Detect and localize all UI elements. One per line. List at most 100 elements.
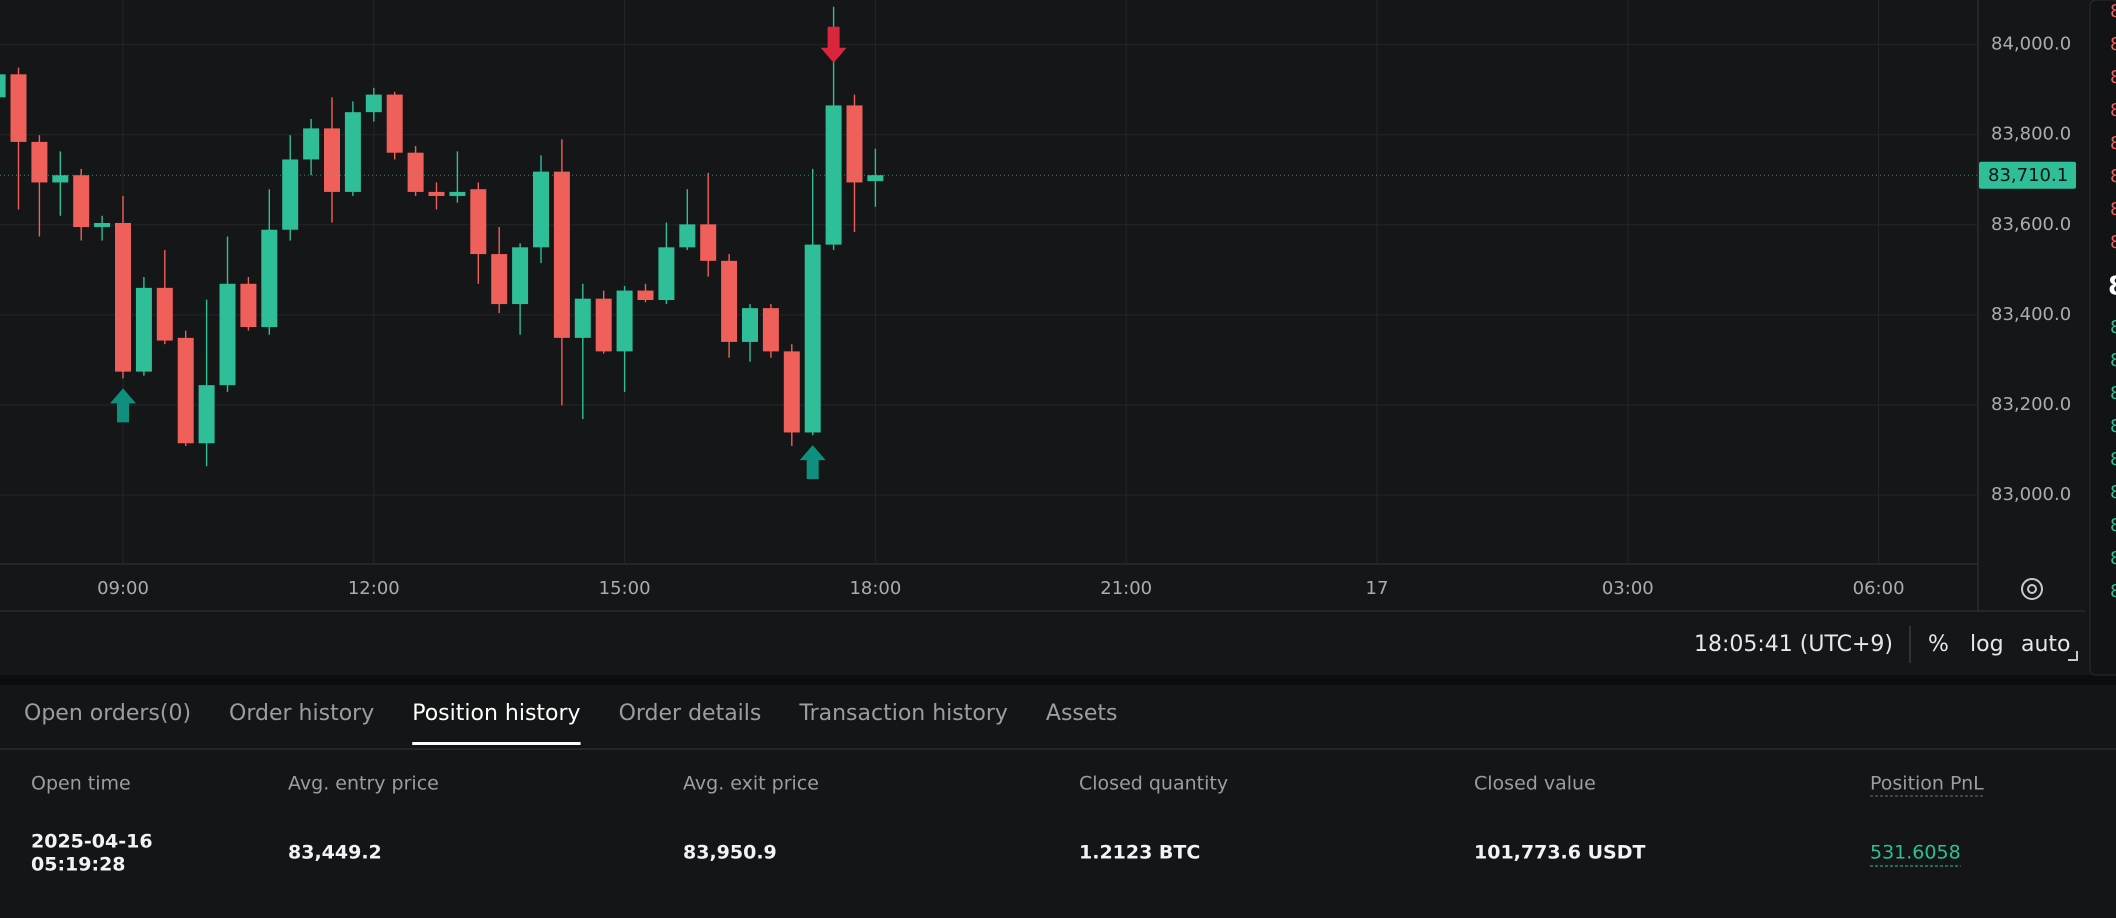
resize-handle[interactable] <box>2068 651 2078 661</box>
candle-body <box>10 74 27 142</box>
buy-marker <box>799 445 826 480</box>
column-header: Avg. exit price <box>683 773 819 795</box>
x-tick-label: 18:00 <box>849 578 901 599</box>
x-tick-label: 21:00 <box>1100 578 1152 599</box>
x-tick-label: 15:00 <box>599 578 651 599</box>
ask-price: 8 <box>2110 166 2116 187</box>
bid-price: 8 <box>2110 515 2116 536</box>
tab[interactable]: Order details <box>619 701 762 726</box>
candle-body <box>825 105 842 245</box>
candle-body <box>470 189 487 255</box>
y-tick-label: 83,200.0 <box>1991 394 2071 415</box>
candle-body <box>449 191 466 196</box>
candle-body <box>73 175 90 228</box>
ask-price: 8 <box>2110 1 2116 22</box>
candle-body <box>762 308 779 352</box>
y-tick-label: 83,600.0 <box>1991 214 2071 235</box>
ask-price: 8 <box>2110 34 2116 55</box>
candle-body <box>616 290 633 352</box>
clock: 18:05:41 (UTC+9) <box>1694 632 1893 657</box>
tab[interactable]: Assets <box>1046 701 1118 726</box>
candle-body <box>198 385 215 444</box>
candle-body <box>386 94 403 153</box>
cell-line: 05:19:28 <box>31 854 126 876</box>
y-tick-label: 83,400.0 <box>1991 304 2071 325</box>
cell: 1.2123 BTC <box>1079 842 1200 864</box>
candle-body <box>31 141 48 183</box>
candle-body <box>574 298 591 338</box>
candle-body <box>700 224 717 261</box>
y-tick-label: 84,000.0 <box>1991 34 2071 55</box>
candle-body <box>783 351 800 433</box>
tab[interactable]: Order history <box>229 701 374 726</box>
candle-body <box>261 229 278 328</box>
candle-body <box>344 112 361 192</box>
candle-body <box>721 260 738 342</box>
gear-outline[interactable] <box>2021 578 2043 600</box>
candle-body <box>512 247 529 305</box>
sell-marker <box>820 26 847 63</box>
order-book-panel <box>2089 0 2116 676</box>
candle-body <box>177 337 194 444</box>
x-tick-label: 09:00 <box>97 578 149 599</box>
candle-body <box>407 152 424 192</box>
buy-marker <box>110 388 136 423</box>
column-header: Avg. entry price <box>288 773 439 795</box>
bid-price: 8 <box>2110 350 2116 371</box>
ask-price: 8 <box>2110 199 2116 220</box>
cell: 101,773.6 USDT <box>1474 842 1645 864</box>
candle-body <box>240 283 257 328</box>
mid-price: 8 <box>2108 272 2116 302</box>
candle-body <box>428 191 445 196</box>
panel-gap <box>0 675 2116 685</box>
gear-center[interactable] <box>2027 584 2037 594</box>
bid-price: 8 <box>2110 317 2116 338</box>
x-tick-label: 17 <box>1366 578 1389 599</box>
candle-body <box>679 224 696 248</box>
candle-body <box>135 287 152 372</box>
candle-body <box>219 283 236 386</box>
bid-price: 8 <box>2110 416 2116 437</box>
tab[interactable]: Position history <box>412 701 580 726</box>
last-price-box <box>1979 161 2076 189</box>
x-tick-label: 03:00 <box>1602 578 1654 599</box>
candle-body <box>658 247 675 301</box>
candle-body <box>52 175 69 183</box>
candle-body <box>282 159 299 230</box>
settings-icon[interactable] <box>2021 578 2043 600</box>
toolbar-button[interactable]: log <box>1970 632 2004 657</box>
tab[interactable]: Open orders(0) <box>24 701 191 726</box>
candle-body <box>867 175 884 182</box>
y-tick-label: 83,000.0 <box>1991 484 2071 505</box>
cell-line: 2025-04-16 <box>31 831 153 853</box>
candle-body <box>0 74 6 98</box>
ask-price: 8 <box>2110 133 2116 154</box>
bottom-panel <box>0 685 2116 918</box>
ask-price: 8 <box>2110 67 2116 88</box>
bid-price: 8 <box>2110 482 2116 503</box>
last-price-label: 83,710.1 <box>1988 165 2068 186</box>
column-header: Closed value <box>1474 773 1596 795</box>
toolbar-button[interactable]: % <box>1928 632 1949 657</box>
tab[interactable]: Transaction history <box>798 701 1008 726</box>
bid-price: 8 <box>2110 383 2116 404</box>
candle-body <box>115 222 131 372</box>
cell: 83,950.9 <box>683 842 777 864</box>
bid-price: 8 <box>2110 581 2116 602</box>
candle-body <box>846 105 863 183</box>
toolbar-button[interactable]: auto <box>2021 632 2071 657</box>
candle-body <box>324 128 340 192</box>
column-header: Open time <box>31 773 131 795</box>
column-header: Closed quantity <box>1079 773 1228 795</box>
pnl-value[interactable]: 531.6058 <box>1870 842 1961 864</box>
candle-body <box>94 222 111 228</box>
candle-body <box>595 298 612 352</box>
candle-body <box>365 94 382 113</box>
cell: 83,449.2 <box>288 842 382 864</box>
candle-body <box>533 171 549 248</box>
candle-body <box>491 254 508 305</box>
candle-body <box>156 287 173 341</box>
active-tab-underline <box>412 742 581 745</box>
candle-body <box>742 308 758 342</box>
